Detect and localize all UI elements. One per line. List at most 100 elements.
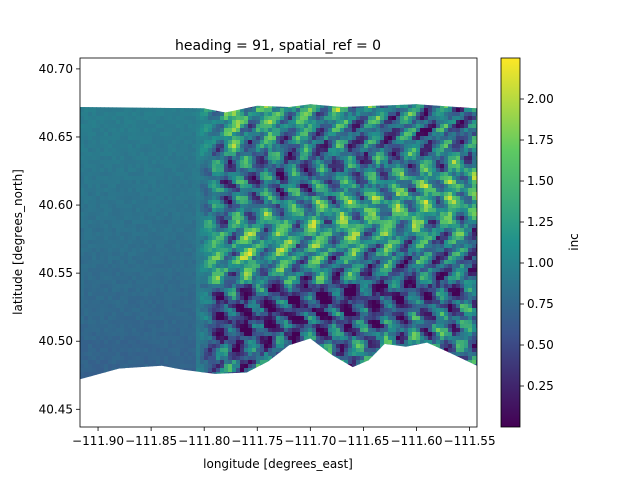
raster-cell [136, 132, 141, 137]
raster-cell [360, 240, 365, 245]
raster-cell [252, 140, 257, 145]
raster-cell [320, 292, 325, 297]
raster-cell [116, 204, 121, 209]
raster-cell [468, 152, 473, 157]
raster-cell [244, 284, 249, 289]
raster-cell [308, 204, 313, 209]
raster-cell [84, 240, 89, 245]
raster-cell [140, 160, 145, 165]
raster-cell [388, 200, 393, 205]
raster-cell [104, 280, 109, 285]
raster-cell [104, 180, 109, 185]
raster-cell [260, 248, 265, 253]
raster-cell [220, 120, 225, 125]
raster-cell [116, 160, 121, 165]
raster-cell [428, 140, 433, 145]
raster-cell [256, 104, 261, 109]
raster-cell [344, 272, 349, 277]
raster-cell [120, 168, 125, 173]
raster-cell [324, 268, 329, 273]
raster-cell [124, 124, 129, 129]
raster-cell [132, 108, 137, 113]
raster-cell [464, 148, 469, 153]
raster-cell [348, 252, 353, 257]
raster-cell [108, 124, 113, 129]
raster-cell [148, 184, 153, 189]
raster-cell [364, 180, 369, 185]
raster-cell [468, 148, 473, 153]
raster-cell [428, 276, 433, 281]
raster-cell [476, 252, 477, 257]
raster-cell [92, 264, 97, 269]
raster-cell [404, 192, 409, 197]
raster-cell [248, 284, 253, 289]
raster-cell [112, 116, 117, 121]
raster-cell [308, 184, 313, 189]
raster-cell [372, 216, 377, 221]
raster-cell [344, 228, 349, 233]
raster-cell [192, 128, 197, 133]
raster-cell [292, 248, 297, 253]
raster-cell [96, 108, 101, 113]
raster-cell [444, 156, 449, 161]
raster-cell [408, 284, 413, 289]
raster-cell [168, 184, 173, 189]
raster-cell [148, 144, 153, 149]
raster-cell [168, 176, 173, 181]
raster-cell [124, 152, 129, 157]
raster-cell [344, 244, 349, 249]
raster-cell [284, 108, 289, 113]
raster-cell [144, 208, 149, 213]
raster-cell [272, 248, 277, 253]
raster-cell [84, 256, 89, 261]
raster-cell [468, 172, 473, 177]
raster-cell [240, 272, 245, 277]
raster-cell [304, 200, 309, 205]
raster-cell [340, 252, 345, 257]
raster-cell [328, 240, 333, 245]
raster-cell [172, 184, 177, 189]
raster-cell [404, 172, 409, 177]
raster-cell [216, 280, 221, 285]
raster-cell [448, 172, 453, 177]
raster-cell [96, 260, 101, 265]
raster-cell [244, 272, 249, 277]
raster-cell [84, 252, 89, 257]
raster-cell [460, 272, 465, 277]
raster-cell [208, 268, 213, 273]
raster-cell [324, 212, 329, 217]
raster-cell [364, 240, 369, 245]
raster-cell [184, 148, 189, 153]
raster-cell [268, 212, 273, 217]
raster-cell [104, 120, 109, 125]
raster-cell [288, 240, 293, 245]
raster-cell [436, 240, 441, 245]
raster-cell [420, 232, 425, 237]
raster-cell [80, 200, 85, 205]
raster-cell [384, 160, 389, 165]
raster-cell [216, 204, 221, 209]
raster-cell [172, 224, 177, 229]
raster-cell [208, 116, 213, 121]
raster-cell [264, 264, 269, 269]
raster-cell [252, 144, 257, 149]
raster-cell [288, 252, 293, 257]
raster-cell [368, 216, 373, 221]
raster-cell [216, 192, 221, 197]
raster-cell [420, 144, 425, 149]
raster-cell [212, 264, 217, 269]
raster-cell [116, 256, 121, 261]
raster-cell [420, 284, 425, 289]
raster-cell [384, 244, 389, 249]
raster-cell [460, 120, 465, 125]
raster-cell [340, 184, 345, 189]
raster-cell [252, 220, 257, 225]
raster-cell [100, 208, 105, 213]
raster-cell [416, 192, 421, 197]
raster-cell [236, 192, 241, 197]
raster-cell [280, 292, 285, 297]
raster-cell [400, 168, 405, 173]
raster-cell [444, 228, 449, 233]
raster-cell [388, 220, 393, 225]
raster-cell [132, 264, 137, 269]
